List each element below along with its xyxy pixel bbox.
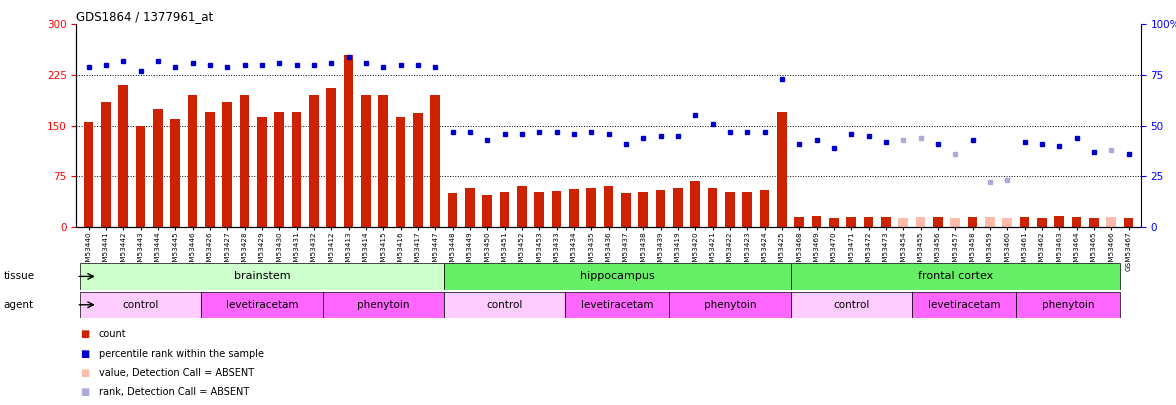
Bar (443, 292, 566, 318)
Text: phenytoin: phenytoin (358, 300, 409, 310)
Bar (119, 85, 128, 227)
Text: agent: agent (4, 300, 34, 310)
Bar (534, 192, 544, 227)
Bar (466, 188, 475, 227)
Bar (569, 189, 579, 227)
Bar (760, 190, 769, 227)
Bar (135, 126, 146, 227)
Text: count: count (99, 329, 126, 339)
Bar (1037, 218, 1047, 227)
Bar (847, 217, 856, 227)
Bar (327, 88, 336, 227)
Bar (795, 217, 804, 227)
Bar (258, 117, 267, 227)
Bar (933, 217, 943, 227)
Text: value, Detection Call = ABSENT: value, Detection Call = ABSENT (99, 368, 254, 378)
Bar (566, 292, 669, 318)
Bar (829, 218, 838, 227)
Bar (742, 192, 751, 227)
Bar (911, 292, 1016, 318)
Text: percentile rank within the sample: percentile rank within the sample (99, 349, 263, 358)
Bar (222, 102, 232, 227)
Bar (443, 263, 790, 290)
Text: phenytoin: phenytoin (1042, 300, 1094, 310)
Text: hippocampus: hippocampus (580, 271, 655, 281)
Bar (1071, 217, 1082, 227)
Bar (1107, 217, 1116, 227)
Text: ■: ■ (80, 349, 89, 358)
Bar (80, 263, 443, 290)
Bar (379, 95, 388, 227)
Bar (811, 216, 821, 227)
Bar (1020, 217, 1029, 227)
Bar (292, 112, 301, 227)
Bar (322, 292, 443, 318)
Bar (916, 217, 926, 227)
Text: ■: ■ (80, 329, 89, 339)
Bar (587, 188, 596, 227)
Bar (656, 190, 666, 227)
Bar (898, 218, 908, 227)
Bar (201, 292, 322, 318)
Bar (413, 113, 422, 227)
Bar (1016, 292, 1120, 318)
Text: control: control (122, 300, 159, 310)
Text: brainstem: brainstem (234, 271, 290, 281)
Bar (1002, 218, 1013, 227)
Bar (188, 95, 198, 227)
Text: frontal cortex: frontal cortex (917, 271, 993, 281)
Bar (1055, 216, 1064, 227)
Bar (790, 263, 1120, 290)
Bar (639, 192, 648, 227)
Text: ■: ■ (80, 368, 89, 378)
Bar (205, 112, 215, 227)
Bar (361, 95, 370, 227)
Text: levetiracetam: levetiracetam (226, 300, 299, 310)
Bar (669, 292, 790, 318)
Bar (1124, 218, 1134, 227)
Bar (985, 217, 995, 227)
Bar (482, 195, 492, 227)
Bar (673, 188, 683, 227)
Text: control: control (833, 300, 869, 310)
Bar (777, 112, 787, 227)
Bar (1089, 218, 1098, 227)
Bar (343, 55, 353, 227)
Text: control: control (487, 300, 523, 310)
Bar (396, 117, 406, 227)
Bar (621, 193, 630, 227)
Text: levetiracetam: levetiracetam (928, 300, 1000, 310)
Bar (101, 102, 111, 227)
Bar (171, 119, 180, 227)
Bar (968, 217, 977, 227)
Bar (864, 217, 874, 227)
Bar (552, 191, 561, 227)
Bar (708, 188, 717, 227)
Bar (790, 292, 911, 318)
Bar (83, 122, 93, 227)
Bar (309, 95, 319, 227)
Bar (603, 186, 614, 227)
Text: GDS1864 / 1377961_at: GDS1864 / 1377961_at (76, 10, 214, 23)
Bar (448, 193, 457, 227)
Text: phenytoin: phenytoin (703, 300, 756, 310)
Bar (153, 109, 162, 227)
Bar (500, 192, 509, 227)
Text: ■: ■ (80, 388, 89, 397)
Text: rank, Detection Call = ABSENT: rank, Detection Call = ABSENT (99, 388, 249, 397)
Bar (517, 186, 527, 227)
Bar (80, 292, 201, 318)
Bar (690, 181, 700, 227)
Bar (274, 112, 285, 227)
Text: levetiracetam: levetiracetam (581, 300, 654, 310)
Bar (240, 95, 249, 227)
Bar (726, 192, 735, 227)
Text: tissue: tissue (4, 271, 34, 281)
Bar (430, 95, 440, 227)
Bar (881, 217, 890, 227)
Bar (950, 218, 960, 227)
